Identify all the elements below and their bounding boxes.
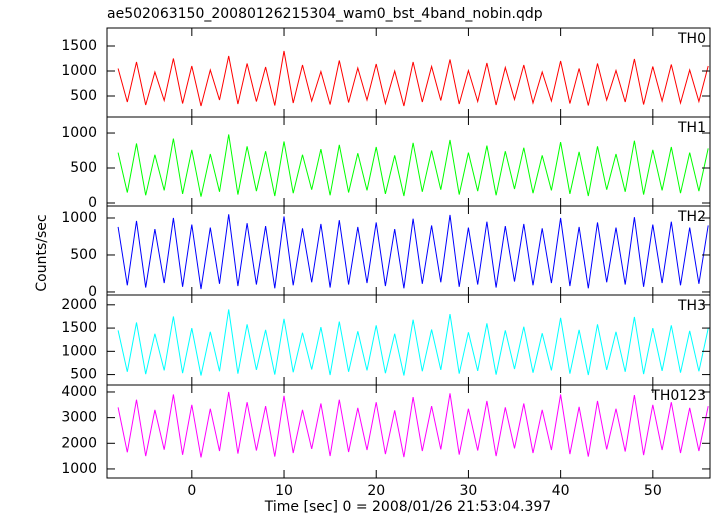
data-line [117, 50, 709, 107]
y-tick-label: 0 [88, 195, 97, 211]
y-tick-label: 3000 [61, 410, 97, 426]
legend-label: TH0123 [650, 388, 706, 404]
y-tick-label: 1000 [61, 343, 97, 359]
y-tick-label: 1500 [61, 320, 97, 336]
y-tick-label: 1000 [61, 461, 97, 477]
y-tick-label: 2000 [61, 435, 97, 451]
x-tick-label: 0 [187, 483, 196, 499]
panel-frame [106, 116, 711, 207]
data-line [117, 391, 709, 458]
y-tick-label: 2000 [61, 297, 97, 313]
y-tick-label: 500 [70, 367, 97, 383]
legend-label: TH3 [677, 298, 706, 314]
y-tick-label: 500 [70, 88, 97, 104]
x-tick-label: 30 [460, 483, 478, 499]
chart-title: ae502063150_20080126215304_wam0_bst_4ban… [107, 6, 543, 22]
panel-frame [106, 294, 711, 386]
panel-frame [106, 27, 711, 118]
y-tick-label: 4000 [61, 384, 97, 400]
y-tick-label: 1000 [61, 63, 97, 79]
x-tick-label: 20 [367, 483, 385, 499]
data-line [117, 134, 709, 197]
legend-label: TH2 [677, 209, 706, 225]
y-axis-label: Counts/sec [34, 214, 50, 291]
y-tick-label: 0 [88, 284, 97, 300]
legend-label: TH1 [677, 120, 706, 136]
x-tick-label: 10 [275, 483, 293, 499]
x-tick-label: 50 [644, 483, 662, 499]
y-tick-label: 1000 [61, 125, 97, 141]
y-tick-label: 500 [70, 160, 97, 176]
panel-frame [106, 384, 711, 479]
legend-label: TH0 [677, 31, 706, 47]
y-tick-label: 500 [70, 247, 97, 263]
data-line [117, 214, 709, 290]
y-tick-label: 1500 [61, 38, 97, 54]
x-tick-label: 40 [552, 483, 570, 499]
y-tick-label: 1000 [61, 210, 97, 226]
data-line [117, 309, 709, 376]
x-axis-label: Time [sec] 0 = 2008/01/26 21:53:04.397 [264, 499, 551, 515]
